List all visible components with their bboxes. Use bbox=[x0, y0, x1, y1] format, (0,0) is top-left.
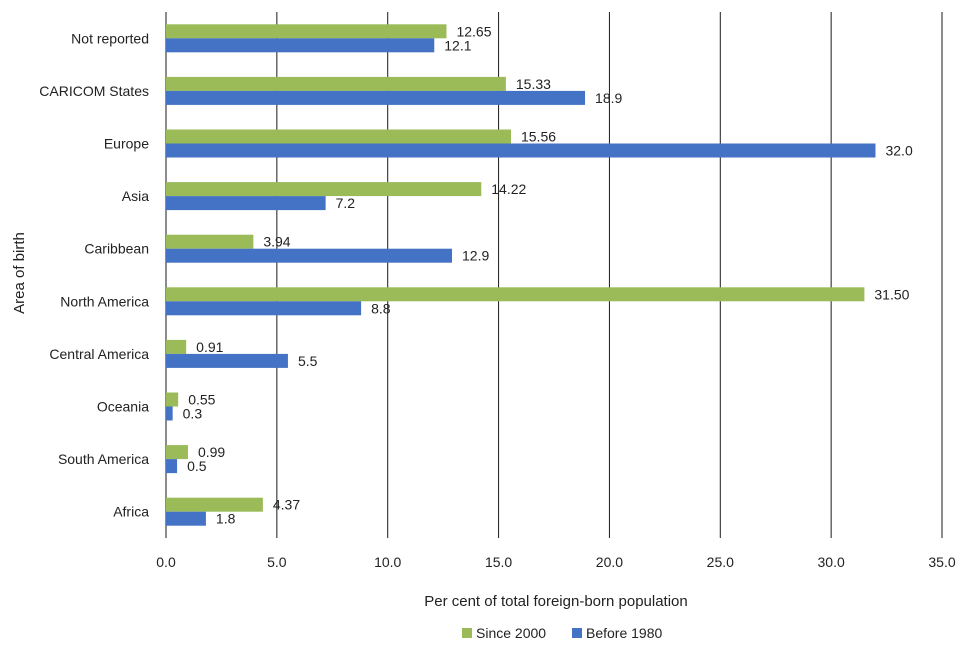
x-tick-label: 15.0 bbox=[485, 554, 512, 570]
data-label: 0.5 bbox=[187, 458, 207, 474]
bar-before-1980 bbox=[166, 196, 326, 211]
bar-since-2000 bbox=[166, 76, 506, 91]
bar-before-1980 bbox=[166, 406, 173, 421]
data-label: 12.9 bbox=[462, 248, 489, 264]
x-tick-label: 5.0 bbox=[267, 554, 287, 570]
y-axis-tick-labels: Not reported CARICOM States Europe Asia Cari… bbox=[39, 30, 149, 519]
x-tick-label: 10.0 bbox=[374, 554, 401, 570]
bar-since-2000 bbox=[166, 24, 447, 39]
bar-since-2000 bbox=[166, 339, 187, 354]
data-label: 0.91 bbox=[196, 339, 223, 355]
x-tick-label: 20.0 bbox=[596, 554, 623, 570]
y-tick-label: Central America bbox=[49, 346, 149, 362]
bar-before-1980 bbox=[166, 301, 362, 316]
bar-since-2000 bbox=[166, 497, 263, 512]
legend-swatch bbox=[462, 628, 472, 638]
y-tick-label: CARICOM States bbox=[39, 83, 149, 99]
data-label: 8.8 bbox=[371, 300, 391, 316]
y-tick-label: Caribbean bbox=[84, 241, 149, 257]
data-label: 1.8 bbox=[216, 511, 236, 527]
bar-before-1980 bbox=[166, 143, 876, 158]
data-label: 32.0 bbox=[885, 143, 912, 159]
data-label: 14.22 bbox=[491, 181, 526, 197]
x-axis-tick-labels: 0.0 5.0 10.0 15.0 20.0 25.0 30.0 35.0 bbox=[156, 554, 956, 570]
data-label: 5.5 bbox=[298, 353, 318, 369]
data-label: 31.50 bbox=[874, 286, 909, 302]
y-axis-title: Area of birth bbox=[11, 232, 28, 314]
bar-since-2000 bbox=[166, 392, 179, 407]
x-tick-label: 0.0 bbox=[156, 554, 176, 570]
legend: Since 2000 Before 1980 bbox=[462, 625, 662, 641]
y-tick-label: Africa bbox=[113, 504, 149, 520]
bar-since-2000 bbox=[166, 129, 511, 144]
data-label: 18.9 bbox=[595, 90, 622, 106]
y-tick-label: Asia bbox=[122, 188, 149, 204]
data-label: 0.55 bbox=[188, 392, 215, 408]
bar-before-1980 bbox=[166, 459, 178, 474]
legend-label: Before 1980 bbox=[586, 625, 662, 641]
bar-before-1980 bbox=[166, 511, 206, 526]
bar-since-2000 bbox=[166, 445, 188, 460]
x-tick-label: 25.0 bbox=[707, 554, 734, 570]
bar-before-1980 bbox=[166, 90, 586, 105]
bar-since-2000 bbox=[166, 182, 482, 197]
bar-since-2000 bbox=[166, 287, 865, 302]
y-tick-label: Oceania bbox=[97, 399, 149, 415]
data-label: 3.94 bbox=[263, 234, 290, 250]
x-tick-label: 35.0 bbox=[928, 554, 955, 570]
data-label: 12.1 bbox=[444, 37, 471, 53]
data-label: 12.65 bbox=[456, 23, 491, 39]
bar-before-1980 bbox=[166, 353, 288, 368]
x-tick-label: 30.0 bbox=[818, 554, 845, 570]
y-tick-label: Not reported bbox=[71, 30, 149, 46]
data-label: 0.3 bbox=[183, 406, 203, 422]
bar-before-1980 bbox=[166, 248, 453, 263]
data-label: 15.33 bbox=[516, 76, 551, 92]
legend-label: Since 2000 bbox=[476, 625, 546, 641]
bar-before-1980 bbox=[166, 38, 435, 53]
bar-since-2000 bbox=[166, 234, 254, 249]
data-label: 15.56 bbox=[521, 129, 556, 145]
y-tick-label: North America bbox=[60, 293, 149, 309]
y-tick-label: Europe bbox=[104, 136, 149, 152]
data-label: 7.2 bbox=[336, 195, 356, 211]
data-label: 0.99 bbox=[198, 444, 225, 460]
x-axis-title: Per cent of total foreign-born populatio… bbox=[424, 593, 688, 610]
y-tick-label: South America bbox=[58, 451, 149, 467]
bars bbox=[166, 24, 876, 526]
legend-swatch bbox=[572, 628, 582, 638]
data-label: 4.37 bbox=[273, 497, 300, 513]
